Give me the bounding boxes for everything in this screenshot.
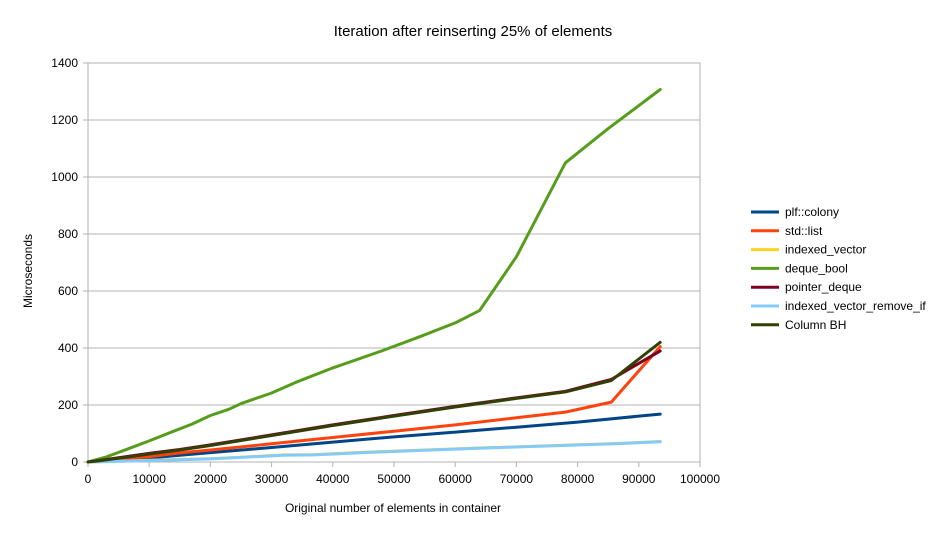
x-axis-label: Original number of elements in container	[285, 501, 501, 515]
legend-label: std::list	[785, 224, 823, 238]
legend-label: pointer_deque	[785, 280, 862, 294]
y-tick-label: 1200	[51, 113, 78, 127]
y-tick-label: 1400	[51, 56, 78, 70]
legend-item: indexed_vector_remove_if	[751, 299, 926, 313]
x-tick-label: 100000	[680, 472, 720, 486]
series-6	[86, 340, 662, 464]
y-tick-label: 200	[58, 398, 78, 412]
legend-label: Column BH	[785, 318, 846, 332]
series-lines	[86, 88, 662, 464]
legend-label: indexed_vector_remove_if	[785, 299, 926, 313]
y-axis-label: Microseconds	[21, 234, 35, 308]
legend-item: std::list	[751, 224, 823, 238]
x-tick-label: 40000	[316, 472, 350, 486]
legend-item: pointer_deque	[751, 280, 862, 294]
gridlines	[88, 62, 700, 463]
x-tick-label: 0	[85, 472, 92, 486]
legend-label: deque_bool	[785, 261, 848, 275]
series-line	[86, 88, 662, 464]
x-tick-label: 80000	[561, 472, 595, 486]
y-axis-ticks: 0 200 400 600 800 1000 1200 1400	[51, 56, 88, 469]
legend-label: plf::colony	[785, 205, 839, 219]
y-tick-label: 0	[71, 455, 78, 469]
legend-item: Column BH	[751, 318, 846, 332]
x-tick-label: 10000	[133, 472, 167, 486]
series-line	[86, 345, 662, 464]
x-tick-label: 30000	[255, 472, 289, 486]
y-tick-label: 800	[58, 227, 78, 241]
x-axis-ticks: 0 10000 20000 30000 40000 50000 60000 70000 8000…	[85, 462, 720, 486]
y-tick-label: 400	[58, 341, 78, 355]
legend-item: plf::colony	[751, 205, 839, 219]
legend-item: indexed_vector	[751, 243, 866, 257]
legend-item: deque_bool	[751, 261, 848, 275]
series-1	[86, 345, 662, 464]
y-tick-label: 600	[58, 284, 78, 298]
chart-title: Iteration after reinserting 25% of eleme…	[334, 23, 612, 40]
x-tick-label: 50000	[377, 472, 411, 486]
y-tick-label: 1000	[51, 170, 78, 184]
legend: plf::colonystd::listindexed_vectordeque_…	[751, 205, 926, 332]
x-tick-label: 70000	[500, 472, 534, 486]
series-3	[86, 88, 662, 464]
x-tick-label: 60000	[439, 472, 473, 486]
series-5	[86, 440, 662, 464]
x-tick-label: 90000	[622, 472, 656, 486]
series-line	[86, 440, 662, 464]
series-line	[86, 340, 662, 464]
legend-label: indexed_vector	[785, 243, 866, 257]
x-tick-label: 20000	[194, 472, 228, 486]
